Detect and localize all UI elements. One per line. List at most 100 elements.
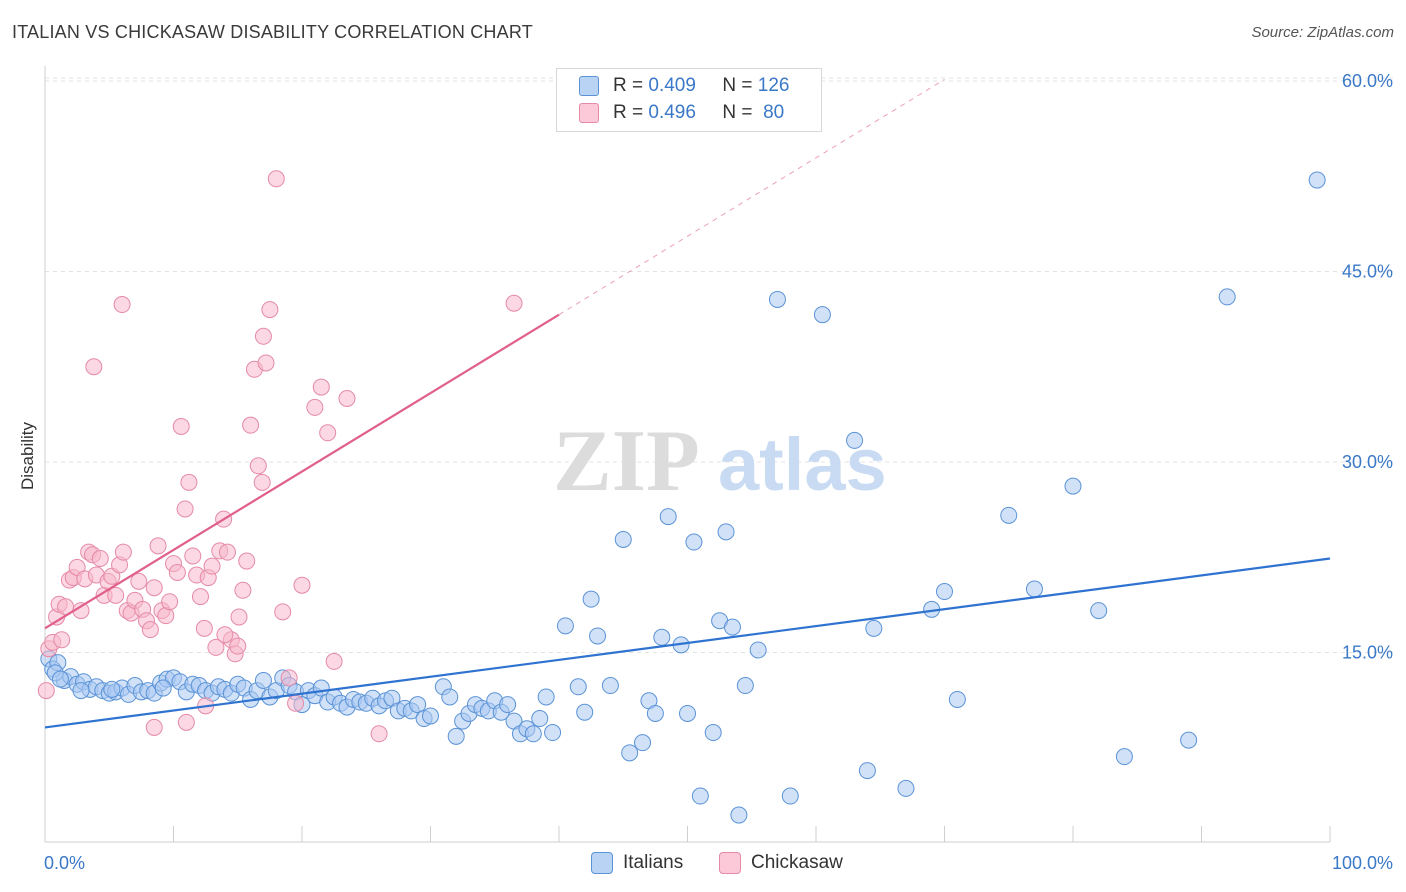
data-point (858, 762, 876, 780)
data-point (589, 627, 607, 645)
legend-n-label: N = (722, 75, 753, 96)
data-point (1218, 288, 1236, 306)
data-point (717, 523, 735, 541)
legend-label-chickasaw: Chickasaw (751, 852, 843, 873)
data-point (325, 652, 343, 670)
data-point (85, 358, 103, 376)
data-point (556, 617, 574, 635)
data-point (576, 703, 594, 721)
data-point (781, 787, 799, 805)
trendline-italians (44, 557, 1331, 729)
data-point (653, 628, 671, 646)
italians-swatch (579, 76, 599, 96)
data-point (306, 398, 324, 416)
data-point (370, 725, 388, 743)
legend-label-italians: Italians (623, 852, 684, 873)
y-tick-label: 30.0% (1342, 452, 1393, 472)
legend-item-chickasaw[interactable]: Chickasaw (719, 852, 843, 874)
legend-item-italians[interactable]: Italians (591, 852, 683, 874)
x-tick-label: 100.0% (1332, 853, 1393, 873)
data-point (1025, 580, 1043, 598)
data-point (274, 603, 292, 621)
data-point (936, 583, 953, 601)
data-point (749, 641, 767, 659)
data-point (730, 806, 748, 824)
trendline-chickasaw (44, 313, 560, 630)
data-point (253, 473, 271, 491)
data-point (229, 637, 247, 655)
data-point (242, 416, 260, 434)
data-point (287, 694, 305, 712)
data-point (103, 680, 121, 698)
data-point (261, 301, 279, 319)
data-point (768, 290, 786, 308)
data-point (216, 626, 234, 644)
data-point (180, 473, 198, 491)
trendlines (44, 78, 1331, 729)
data-point (218, 543, 236, 561)
y-tick-label: 45.0% (1342, 262, 1393, 282)
data-point (114, 543, 132, 561)
data-point (1064, 477, 1082, 495)
data-point (53, 631, 71, 649)
data-point (813, 306, 831, 324)
data-point (191, 588, 209, 606)
data-point (154, 679, 172, 697)
legend-r-value: 0.409 (648, 75, 696, 96)
data-point (51, 670, 69, 688)
data-point (319, 424, 337, 442)
data-point (37, 682, 55, 700)
legend-n-value: 80 (763, 102, 785, 123)
data-point (238, 552, 256, 570)
legend-r-value: 0.496 (648, 102, 696, 123)
data-point (172, 417, 190, 435)
data-point (107, 586, 125, 604)
data-point (679, 704, 696, 722)
data-point (157, 607, 175, 625)
data-point (634, 734, 652, 752)
data-point (537, 688, 555, 706)
data-point (312, 378, 330, 396)
data-point (691, 787, 709, 805)
y-tick-label: 60.0% (1342, 71, 1393, 91)
data-point (601, 677, 619, 695)
data-point (145, 579, 163, 597)
data-point (113, 296, 131, 314)
data-point (736, 677, 754, 695)
data-point (1000, 506, 1018, 524)
data-point (234, 581, 252, 599)
data-point (184, 547, 202, 565)
data-point (168, 563, 186, 581)
axes (44, 66, 1331, 843)
data-point (130, 572, 148, 590)
legend-row-chickasaw: R = 0.496 N = 80 (579, 100, 784, 126)
data-point (865, 619, 883, 637)
data-point (422, 707, 439, 725)
data-point (72, 682, 90, 700)
data-point (846, 431, 864, 449)
data-point (544, 724, 562, 742)
data-point (505, 294, 523, 312)
legend-row-italians: R = 0.409 N = 126 (579, 73, 789, 99)
legend-n-value: 126 (757, 75, 790, 96)
data-point (646, 704, 664, 722)
legend-n-label: N = (722, 102, 753, 123)
data-point (257, 354, 275, 372)
data-point (621, 744, 639, 762)
data-point (91, 550, 109, 568)
chart-title: ITALIAN VS CHICKASAW DISABILITY CORRELAT… (12, 22, 533, 42)
data-point (207, 638, 225, 656)
series-chickasaw (37, 170, 523, 743)
data-point (582, 590, 600, 608)
data-point (254, 671, 272, 689)
data-point (230, 608, 248, 626)
data-point (1090, 602, 1108, 620)
series-italians (40, 171, 1326, 824)
data-point (704, 724, 722, 742)
data-point (145, 718, 163, 736)
chickasaw-swatch (719, 852, 741, 874)
data-point (524, 725, 542, 743)
data-point (723, 618, 741, 636)
data-point (1115, 748, 1133, 766)
legend-r-label: R = (613, 75, 644, 96)
